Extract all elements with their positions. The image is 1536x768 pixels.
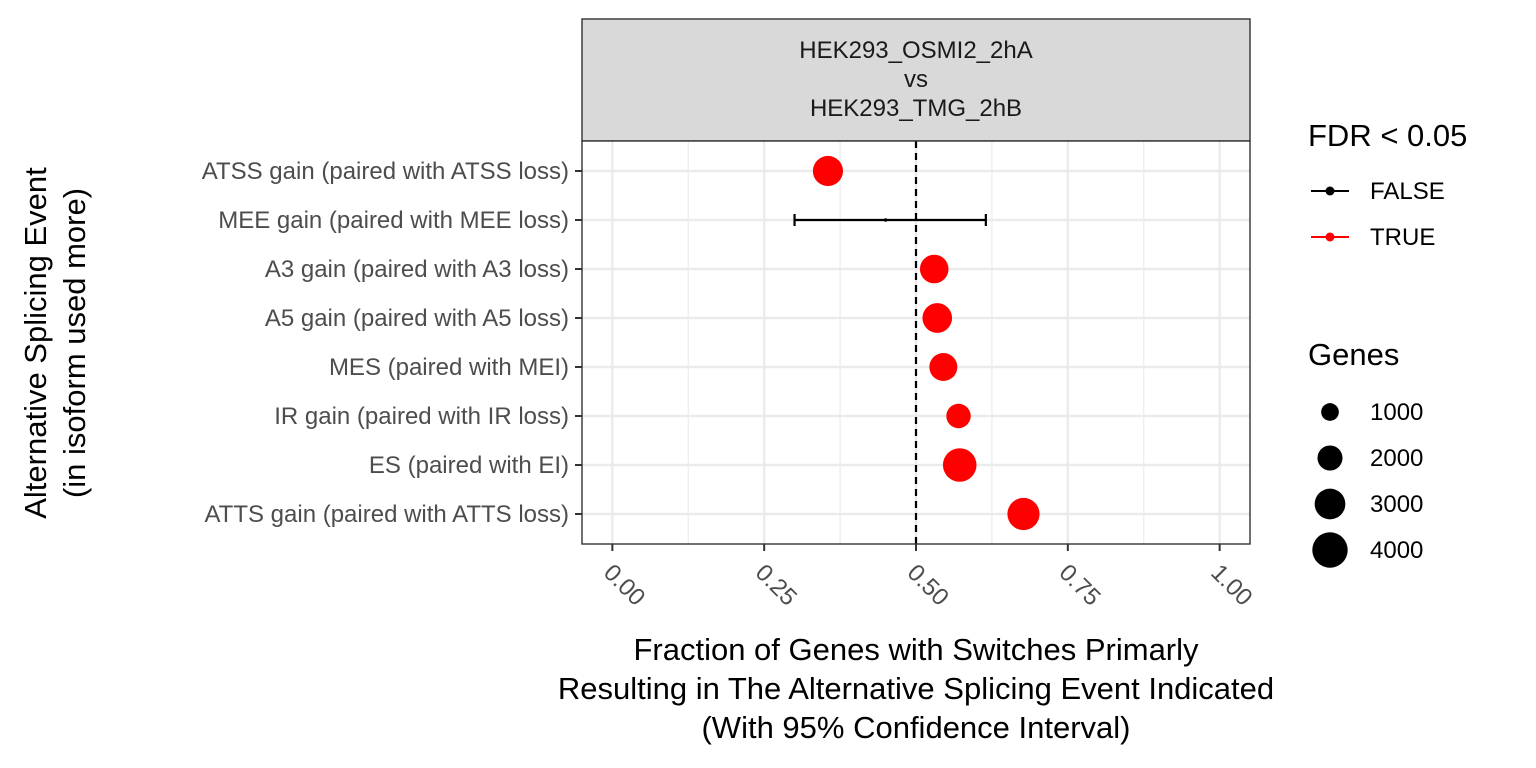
data-point bbox=[922, 303, 953, 333]
legend-genes-key-circle bbox=[1317, 445, 1343, 471]
legend-fdr: FALSE TRUE bbox=[1311, 178, 1445, 251]
legend-fdr-key-dot bbox=[1325, 232, 1335, 242]
legend-genes-key-circle bbox=[1321, 403, 1339, 421]
facet-title-line-2: vs bbox=[904, 66, 928, 93]
x-tick-label: 0.50 bbox=[902, 559, 954, 611]
error-bars bbox=[793, 214, 987, 226]
legend-fdr-title: FDR < 0.05 bbox=[1308, 118, 1467, 153]
axis-ticks bbox=[575, 170, 1221, 551]
legend-genes-label: 3000 bbox=[1370, 491, 1423, 518]
legend-fdr-key-dot bbox=[1325, 186, 1335, 196]
data-point bbox=[883, 218, 888, 222]
y-axis-title-line-2: (in isoform used more) bbox=[57, 188, 92, 498]
data-point bbox=[929, 353, 958, 381]
legend-genes-label: 1000 bbox=[1370, 399, 1423, 426]
legend-genes-label: 4000 bbox=[1370, 537, 1423, 564]
legend-fdr-label: FALSE bbox=[1370, 178, 1445, 205]
data-point bbox=[812, 155, 844, 187]
y-tick-label: MEE gain (paired with MEE loss) bbox=[218, 207, 569, 234]
y-tick-label: A5 gain (paired with A5 loss) bbox=[265, 305, 569, 332]
data-points bbox=[812, 155, 1040, 531]
x-tick-label: 0.75 bbox=[1054, 559, 1106, 611]
y-tick-label: MES (paired with MEI) bbox=[329, 354, 569, 381]
legend-genes-title: Genes bbox=[1308, 337, 1399, 372]
data-point bbox=[919, 254, 949, 284]
legend-genes-key-circle bbox=[1312, 532, 1348, 568]
facet-strip bbox=[581, 18, 1251, 142]
y-tick-label: A3 gain (paired with A3 loss) bbox=[265, 256, 569, 283]
data-point bbox=[1007, 497, 1040, 531]
x-axis-title-line-3: (With 95% Confidence Interval) bbox=[701, 710, 1130, 745]
data-point bbox=[942, 448, 977, 482]
y-tick-label: ATSS gain (paired with ATSS loss) bbox=[202, 158, 569, 185]
legend-fdr-label: TRUE bbox=[1370, 224, 1435, 251]
y-axis-title-line-1: Alternative Splicing Event bbox=[18, 167, 53, 519]
facet-title-line-1: HEK293_OSMI2_2hA bbox=[799, 37, 1032, 64]
y-tick-labels: ATSS gain (paired with ATSS loss) MEE gai… bbox=[202, 158, 569, 528]
data-point bbox=[946, 403, 971, 429]
legend-genes-key-circle bbox=[1314, 488, 1346, 520]
x-tick-labels: 0.00 0.25 0.50 0.75 1.00 bbox=[598, 559, 1257, 611]
legend-genes: 1000 2000 3000 4000 bbox=[1312, 399, 1423, 568]
facet-title-line-3: HEK293_TMG_2hB bbox=[810, 95, 1022, 122]
x-tick-label: 0.25 bbox=[750, 559, 802, 611]
x-axis-title-line-2: Resulting in The Alternative Splicing Ev… bbox=[558, 671, 1274, 706]
y-tick-label: ATTS gain (paired with ATTS loss) bbox=[204, 501, 569, 528]
x-tick-label: 1.00 bbox=[1205, 559, 1257, 611]
y-tick-label: IR gain (paired with IR loss) bbox=[274, 403, 569, 430]
y-tick-label: ES (paired with EI) bbox=[369, 452, 569, 479]
legend-genes-label: 2000 bbox=[1370, 445, 1423, 472]
x-tick-label: 0.00 bbox=[598, 559, 650, 611]
x-axis-title-line-1: Fraction of Genes with Switches Primarly bbox=[633, 632, 1199, 667]
